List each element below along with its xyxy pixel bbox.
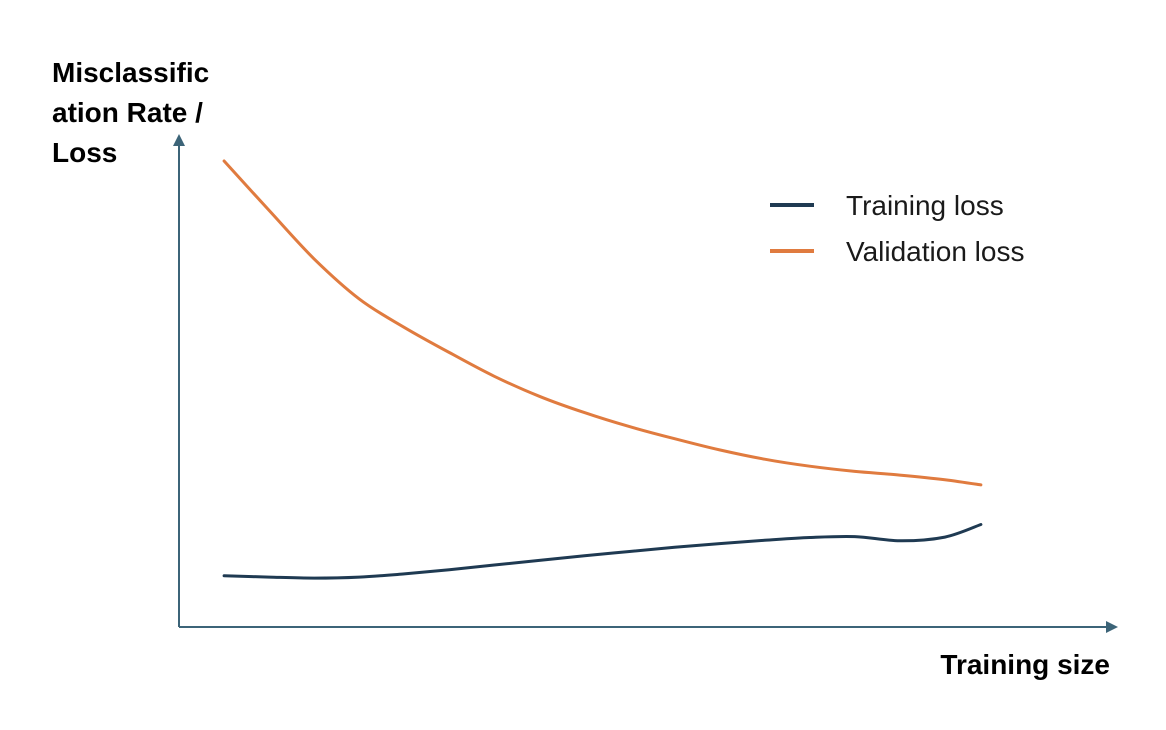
y-axis-label-line-2: ation Rate / bbox=[52, 97, 203, 128]
validation-loss-line bbox=[222, 159, 983, 487]
y-axis-label-line-3: Loss bbox=[52, 137, 117, 168]
series-group bbox=[222, 159, 983, 580]
training-loss-line bbox=[222, 523, 983, 580]
legend: Training loss Validation loss bbox=[770, 190, 1024, 267]
y-axis-label-line-1: Misclassific bbox=[52, 57, 209, 88]
legend-label-validation-loss: Validation loss bbox=[846, 236, 1024, 267]
x-axis-label: Training size bbox=[940, 649, 1110, 680]
legend-label-training-loss: Training loss bbox=[846, 190, 1004, 221]
